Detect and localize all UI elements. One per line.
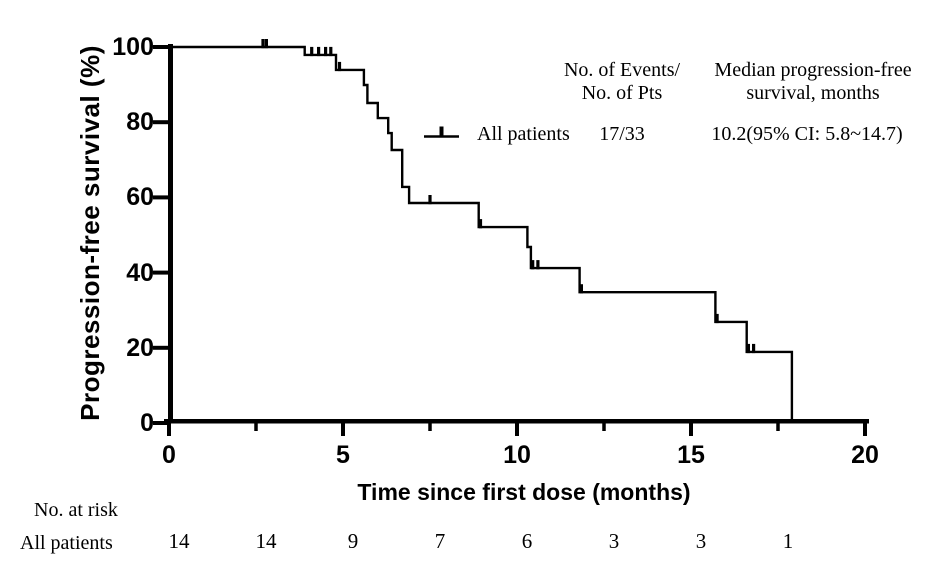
risk-count: 14 (255, 529, 277, 553)
y-tick-label: 80 (126, 108, 154, 137)
legend-events-header: No. of Events/ No. of Pts (512, 59, 732, 105)
risk-count: 14 (168, 529, 190, 553)
risk-count: 3 (695, 529, 707, 553)
y-axis-title: Progression-free survival (%) (75, 45, 105, 421)
y-tick-label: 40 (126, 258, 154, 287)
legend-median-header: Median progression-free survival, months (680, 59, 931, 105)
km-curve-all-patients (168, 45, 794, 423)
x-axis-title: Time since first dose (months) (357, 479, 691, 505)
y-tick-label: 100 (112, 33, 154, 61)
legend-median-header-line1: Median progression-free (714, 59, 912, 81)
risk-count: 6 (521, 529, 533, 553)
risk-count: 9 (347, 529, 359, 553)
y-tick-label: 60 (126, 183, 154, 212)
x-tick-label: 20 (851, 441, 879, 469)
risk-count: 1 (782, 529, 794, 553)
x-tick-label: 5 (336, 441, 350, 469)
x-tick-label: 15 (677, 441, 705, 469)
legend-events-value: 17/33 (599, 123, 645, 145)
legend-median-value: 10.2(95% CI: 5.8~14.7) (711, 123, 903, 145)
x-tick-label: 0 (162, 441, 176, 469)
risk-count: 7 (434, 529, 446, 553)
y-tick-label: 20 (126, 333, 154, 362)
x-tick-label: 10 (503, 441, 531, 469)
legend-series-label: All patients (477, 123, 570, 145)
legend-events-header-line1: No. of Events/ (563, 59, 681, 81)
risk-count: 3 (608, 529, 620, 553)
legend-median-header-line2: survival, months (746, 82, 880, 104)
risk-table-row-label: All patients (20, 532, 113, 554)
y-tick-label: 0 (140, 409, 154, 437)
risk-table-header: No. at risk (34, 499, 118, 521)
legend-events-header-line2: No. of Pts (581, 82, 663, 104)
